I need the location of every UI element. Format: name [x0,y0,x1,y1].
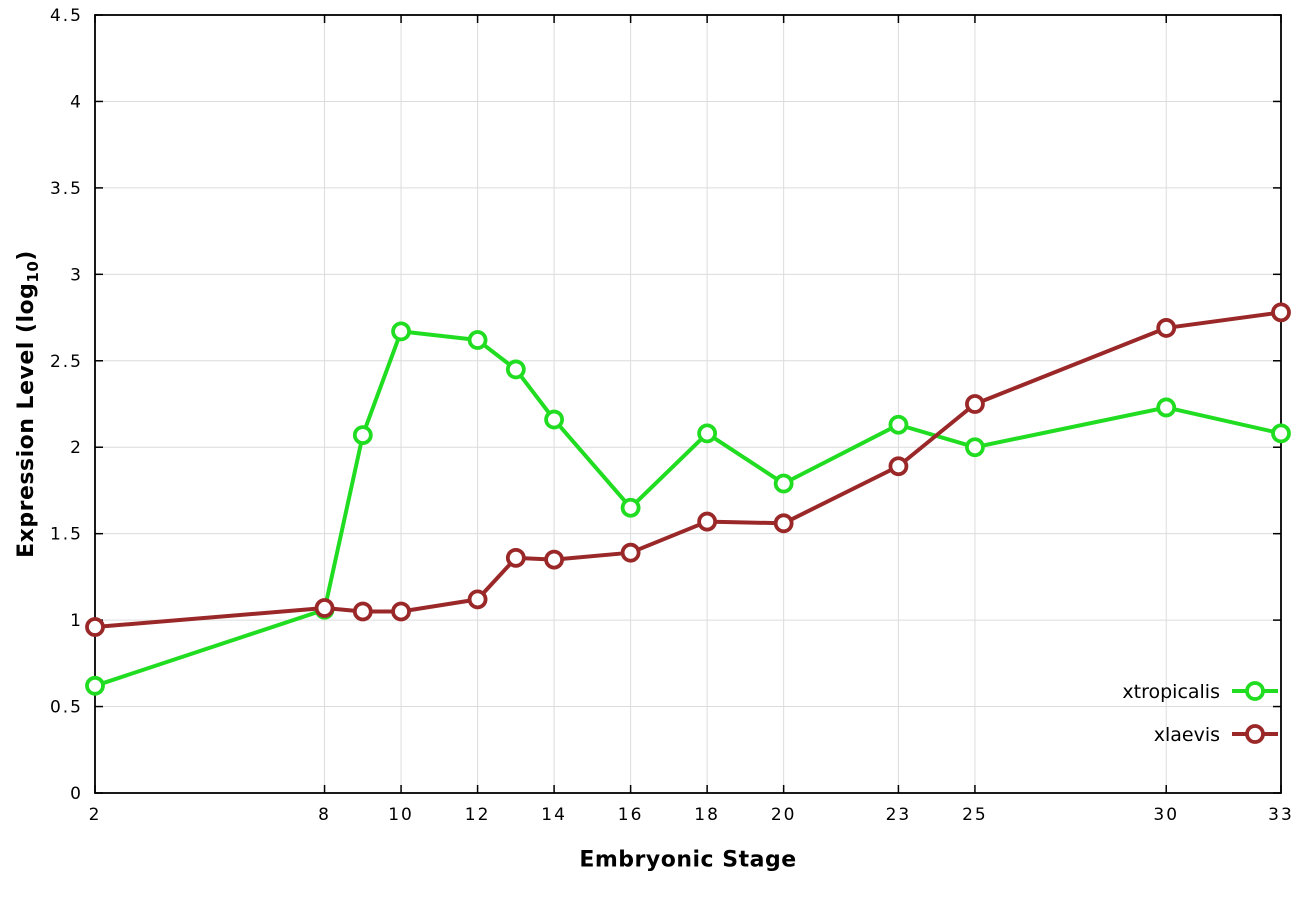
x-tick-label: 18 [694,805,720,825]
x-tick-label: 12 [465,805,491,825]
y-tick-label: 1 [70,611,83,631]
y-tick-label: 3 [70,265,83,285]
axis-ticks [94,14,1282,794]
legend-marker-xtropicalis [1245,681,1265,701]
legend-label-xtropicalis: xtropicalis [1122,681,1220,703]
data-point-xtropicalis [85,675,105,696]
x-tick-label: 23 [886,805,912,825]
x-tick-label: 14 [541,805,567,825]
data-point-xlaevis [85,617,105,637]
y-axis-title: Expression Level (log10) [14,250,42,558]
data-point-xtropicalis [965,437,985,458]
data-point-xlaevis [314,598,335,618]
y-tick-label: 4.5 [50,6,83,26]
x-tick-label: 33 [1268,805,1294,825]
data-point-xlaevis [697,511,718,532]
data-point-xlaevis [1156,318,1177,338]
series-line-xtropicalis [93,329,1283,688]
y-tick-label: 2.5 [50,352,83,372]
legend-marker-xlaevis [1245,724,1265,744]
y-tick-label: 0 [70,784,83,804]
data-point-xtropicalis [1271,423,1291,444]
x-tick-label: 25 [962,805,988,825]
data-point-xlaevis [544,549,564,570]
data-point-xlaevis [888,456,909,477]
x-tick-label: 30 [1153,805,1179,825]
data-point-xtropicalis [888,414,909,435]
data-point-xtropicalis [467,330,488,350]
series-line-xlaevis [93,310,1283,630]
data-point-xlaevis [1271,302,1291,323]
series-xtropicalis [85,321,1291,696]
y-tick-label: 3.5 [50,179,83,199]
data-point-xlaevis [391,601,411,622]
y-axis-title-prefix: Expression Level (log [13,282,39,558]
y-axis-title-suffix: ) [13,250,39,261]
data-point-xtropicalis [505,359,526,380]
data-point-xtropicalis [352,425,373,446]
data-point-xlaevis [773,513,794,534]
axis-tick-labels: 2 8 10 12 14 16 18 20 23 25 30 33 0 0.5 1 1.5 2 2.5 3 3.5 4 4… [50,6,1294,825]
data-point-xlaevis [505,547,526,568]
y-tick-label: 4 [70,92,83,112]
y-tick-label: 1.5 [50,525,83,545]
data-point-xtropicalis [697,423,718,444]
x-tick-label: 20 [771,805,797,825]
grid [94,14,1282,794]
y-tick-label: 0.5 [50,698,83,718]
legend-label-xlaevis: xlaevis [1154,724,1220,746]
x-tick-label: 16 [618,805,644,825]
series-xlaevis [85,302,1291,637]
data-point-xlaevis [467,589,488,610]
y-tick-label: 2 [70,438,83,458]
plot-frame [94,14,1282,794]
x-axis-title: Embryonic Stage [579,847,797,873]
data-point-xlaevis [965,394,985,414]
x-tick-label: 10 [388,805,414,825]
data-point-xtropicalis [544,409,564,430]
data-point-xtropicalis [620,497,641,518]
legend-item-xtropicalis: xtropicalis [1122,681,1278,703]
data-point-xlaevis [352,601,373,622]
y-axis-title-subscript: 10 [24,260,43,283]
data-point-xtropicalis [1156,397,1177,418]
data-point-xtropicalis [773,473,794,494]
data-point-xlaevis [620,542,641,563]
legend: xtropicalis xlaevis [1122,681,1278,746]
x-tick-label: 2 [89,805,102,825]
legend-item-xlaevis: xlaevis [1154,724,1278,746]
x-tick-label: 8 [318,805,331,825]
data-point-xtropicalis [391,321,411,342]
